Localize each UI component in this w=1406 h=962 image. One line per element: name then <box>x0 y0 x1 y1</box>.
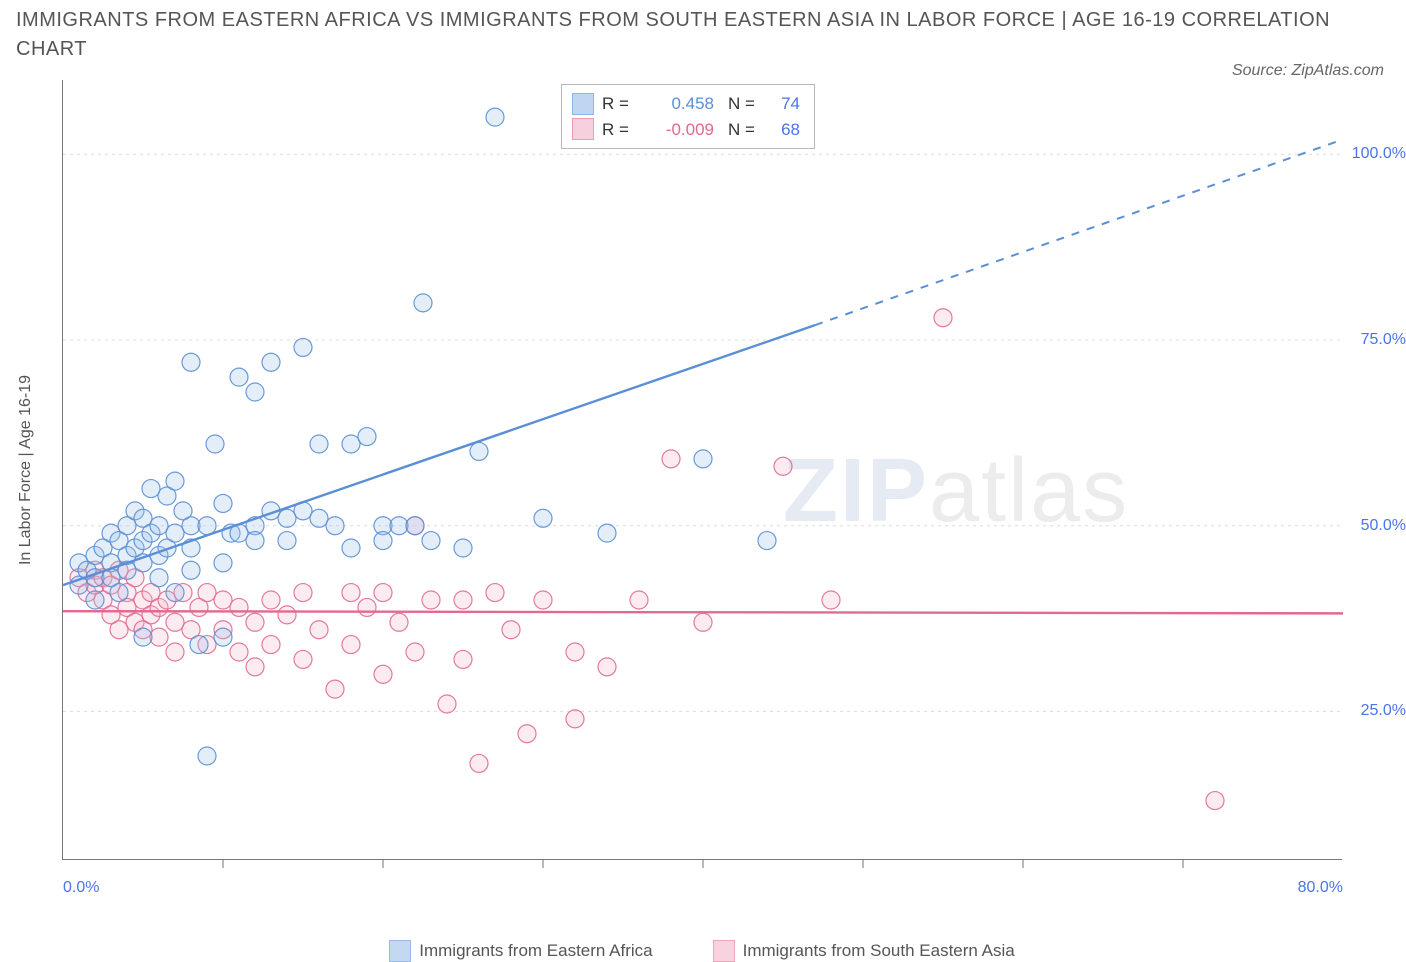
y-tick-label: 75.0% <box>1361 331 1406 349</box>
legend-N-label: N = <box>728 117 762 143</box>
x-tick-label: 80.0% <box>1298 879 1343 897</box>
series-legend-label: Immigrants from Eastern Africa <box>419 941 652 961</box>
legend-N-label: N = <box>728 91 762 117</box>
chart-container: IMMIGRANTS FROM EASTERN AFRICA VS IMMIGR… <box>0 0 1406 930</box>
series-legend-label: Immigrants from South Eastern Asia <box>743 941 1015 961</box>
chart-area: In Labor Force | Age 16-19 ZIPatlas R =0… <box>16 80 1390 920</box>
page-title: IMMIGRANTS FROM EASTERN AFRICA VS IMMIGR… <box>16 6 1330 64</box>
series-legend: Immigrants from Eastern Africa Immigrants… <box>62 940 1342 962</box>
legend-swatch <box>389 940 411 962</box>
legend-N-value: 68 <box>770 117 800 143</box>
series-legend-item-se_asia: Immigrants from South Eastern Asia <box>713 940 1015 962</box>
legend-swatch <box>713 940 735 962</box>
legend-R-label: R = <box>602 117 636 143</box>
plot-region: ZIPatlas R =0.458N =74R =-0.009N =68 25.… <box>62 80 1342 860</box>
legend-row-se_asia: R = -0.009 N = 68 <box>572 117 800 143</box>
legend-R-value: 0.458 <box>644 91 714 117</box>
source-attribution: Source: ZipAtlas.com <box>1232 62 1384 80</box>
series-legend-item-east_africa: Immigrants from Eastern Africa <box>389 940 652 962</box>
y-axis-label: In Labor Force | Age 16-19 <box>17 375 35 565</box>
plot-svg <box>63 80 1343 870</box>
y-tick-label: 25.0% <box>1361 702 1406 720</box>
legend-R-label: R = <box>602 91 636 117</box>
y-tick-label: 100.0% <box>1352 145 1406 163</box>
correlation-legend-box: R = 0.458 N = 74 R = -0.009 N = 68 <box>561 84 815 149</box>
y-tick-label: 50.0% <box>1361 517 1406 535</box>
legend-R-value: -0.009 <box>644 117 714 143</box>
legend-N-value: 74 <box>770 91 800 117</box>
x-tick-label: 0.0% <box>63 879 99 897</box>
title-line2: CHART <box>16 38 87 60</box>
legend-row-east_africa: R = 0.458 N = 74 <box>572 91 800 117</box>
y-axis-label-wrap: In Labor Force | Age 16-19 <box>16 80 56 860</box>
legend-swatch <box>572 118 594 140</box>
legend-swatch <box>572 93 594 115</box>
title-line1: IMMIGRANTS FROM EASTERN AFRICA VS IMMIGR… <box>16 9 1330 31</box>
title-block: IMMIGRANTS FROM EASTERN AFRICA VS IMMIGR… <box>16 6 1390 64</box>
